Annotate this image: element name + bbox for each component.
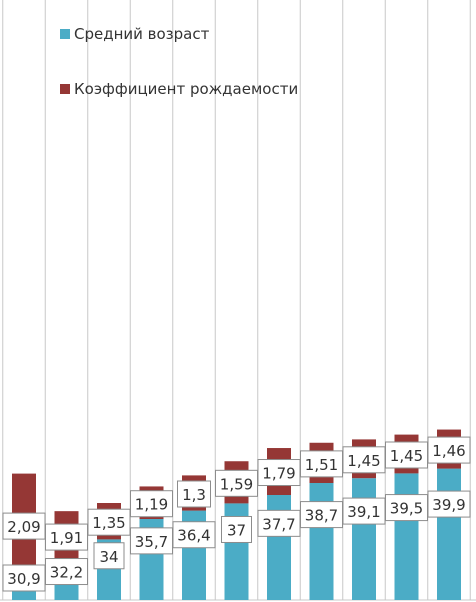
data-label-avg-age-box [93, 542, 125, 570]
legend-label-birth-rate: Коэффициент рождаемости [74, 80, 298, 98]
bar-avg-age [352, 478, 376, 600]
data-label-birth-rate-box [427, 436, 471, 464]
data-label-avg-age-box [385, 494, 428, 522]
data-label-avg-age: 36,4 [177, 527, 210, 545]
data-label-avg-age: 38,7 [305, 507, 338, 525]
data-label-avg-age-box [342, 497, 386, 525]
data-label-birth-rate-box [300, 450, 343, 478]
data-label-birth-rate-box [177, 480, 211, 508]
data-label-birth-rate-box [45, 523, 88, 551]
bar-avg-age [309, 483, 334, 600]
data-label-birth-rate: 2,09 [7, 518, 40, 536]
legend-swatch-birth-rate [60, 84, 70, 94]
data-label-avg-age: 35,7 [135, 533, 168, 551]
data-label-birth-rate-box [130, 490, 173, 518]
data-label-birth-rate: 1,59 [220, 475, 253, 493]
data-label-birth-rate-box [257, 459, 301, 487]
data-label-avg-age: 32,2 [50, 564, 83, 582]
data-label-avg-age: 39,5 [390, 500, 423, 518]
data-label-avg-age: 34 [99, 548, 118, 566]
data-label-birth-rate: 1,91 [50, 529, 83, 547]
data-label-birth-rate: 1,3 [182, 486, 206, 504]
data-label-avg-age-box [45, 558, 88, 586]
data-label-avg-age: 30,9 [7, 570, 40, 588]
data-label-avg-age-box [2, 564, 46, 592]
legend: Средний возраст Коэффициент рождаемости [60, 25, 298, 98]
legend-label-avg-age: Средний возраст [74, 25, 210, 43]
data-label-avg-age: 37,7 [262, 515, 295, 533]
data-labels: 30,9 2,09 32,2 1,91 34 1,35 35,7 1,19 36,4 1,3 37 1… [2, 436, 471, 592]
data-label-birth-rate: 1,45 [390, 447, 423, 465]
data-label-avg-age: 39,9 [432, 496, 465, 514]
data-label-birth-rate: 1,51 [305, 456, 338, 474]
data-label-avg-age-box [427, 490, 471, 518]
data-label-avg-age-box [172, 521, 216, 549]
data-label-birth-rate: 1,46 [432, 442, 465, 460]
data-label-birth-rate: 1,35 [92, 514, 125, 532]
bar-avg-age [394, 473, 419, 600]
data-label-avg-age-box [221, 515, 252, 543]
data-label-avg-age: 39,1 [347, 503, 380, 521]
data-label-birth-rate-box [87, 508, 131, 536]
data-label-birth-rate-box [2, 512, 46, 540]
data-label-birth-rate: 1,79 [262, 465, 295, 483]
data-label-avg-age-box [130, 527, 173, 555]
data-label-avg-age: 37 [227, 521, 246, 539]
data-label-birth-rate: 1,45 [347, 452, 380, 470]
data-label-birth-rate: 1,19 [135, 496, 168, 514]
legend-swatch-avg-age [60, 29, 70, 39]
bar-avg-age [437, 468, 461, 600]
